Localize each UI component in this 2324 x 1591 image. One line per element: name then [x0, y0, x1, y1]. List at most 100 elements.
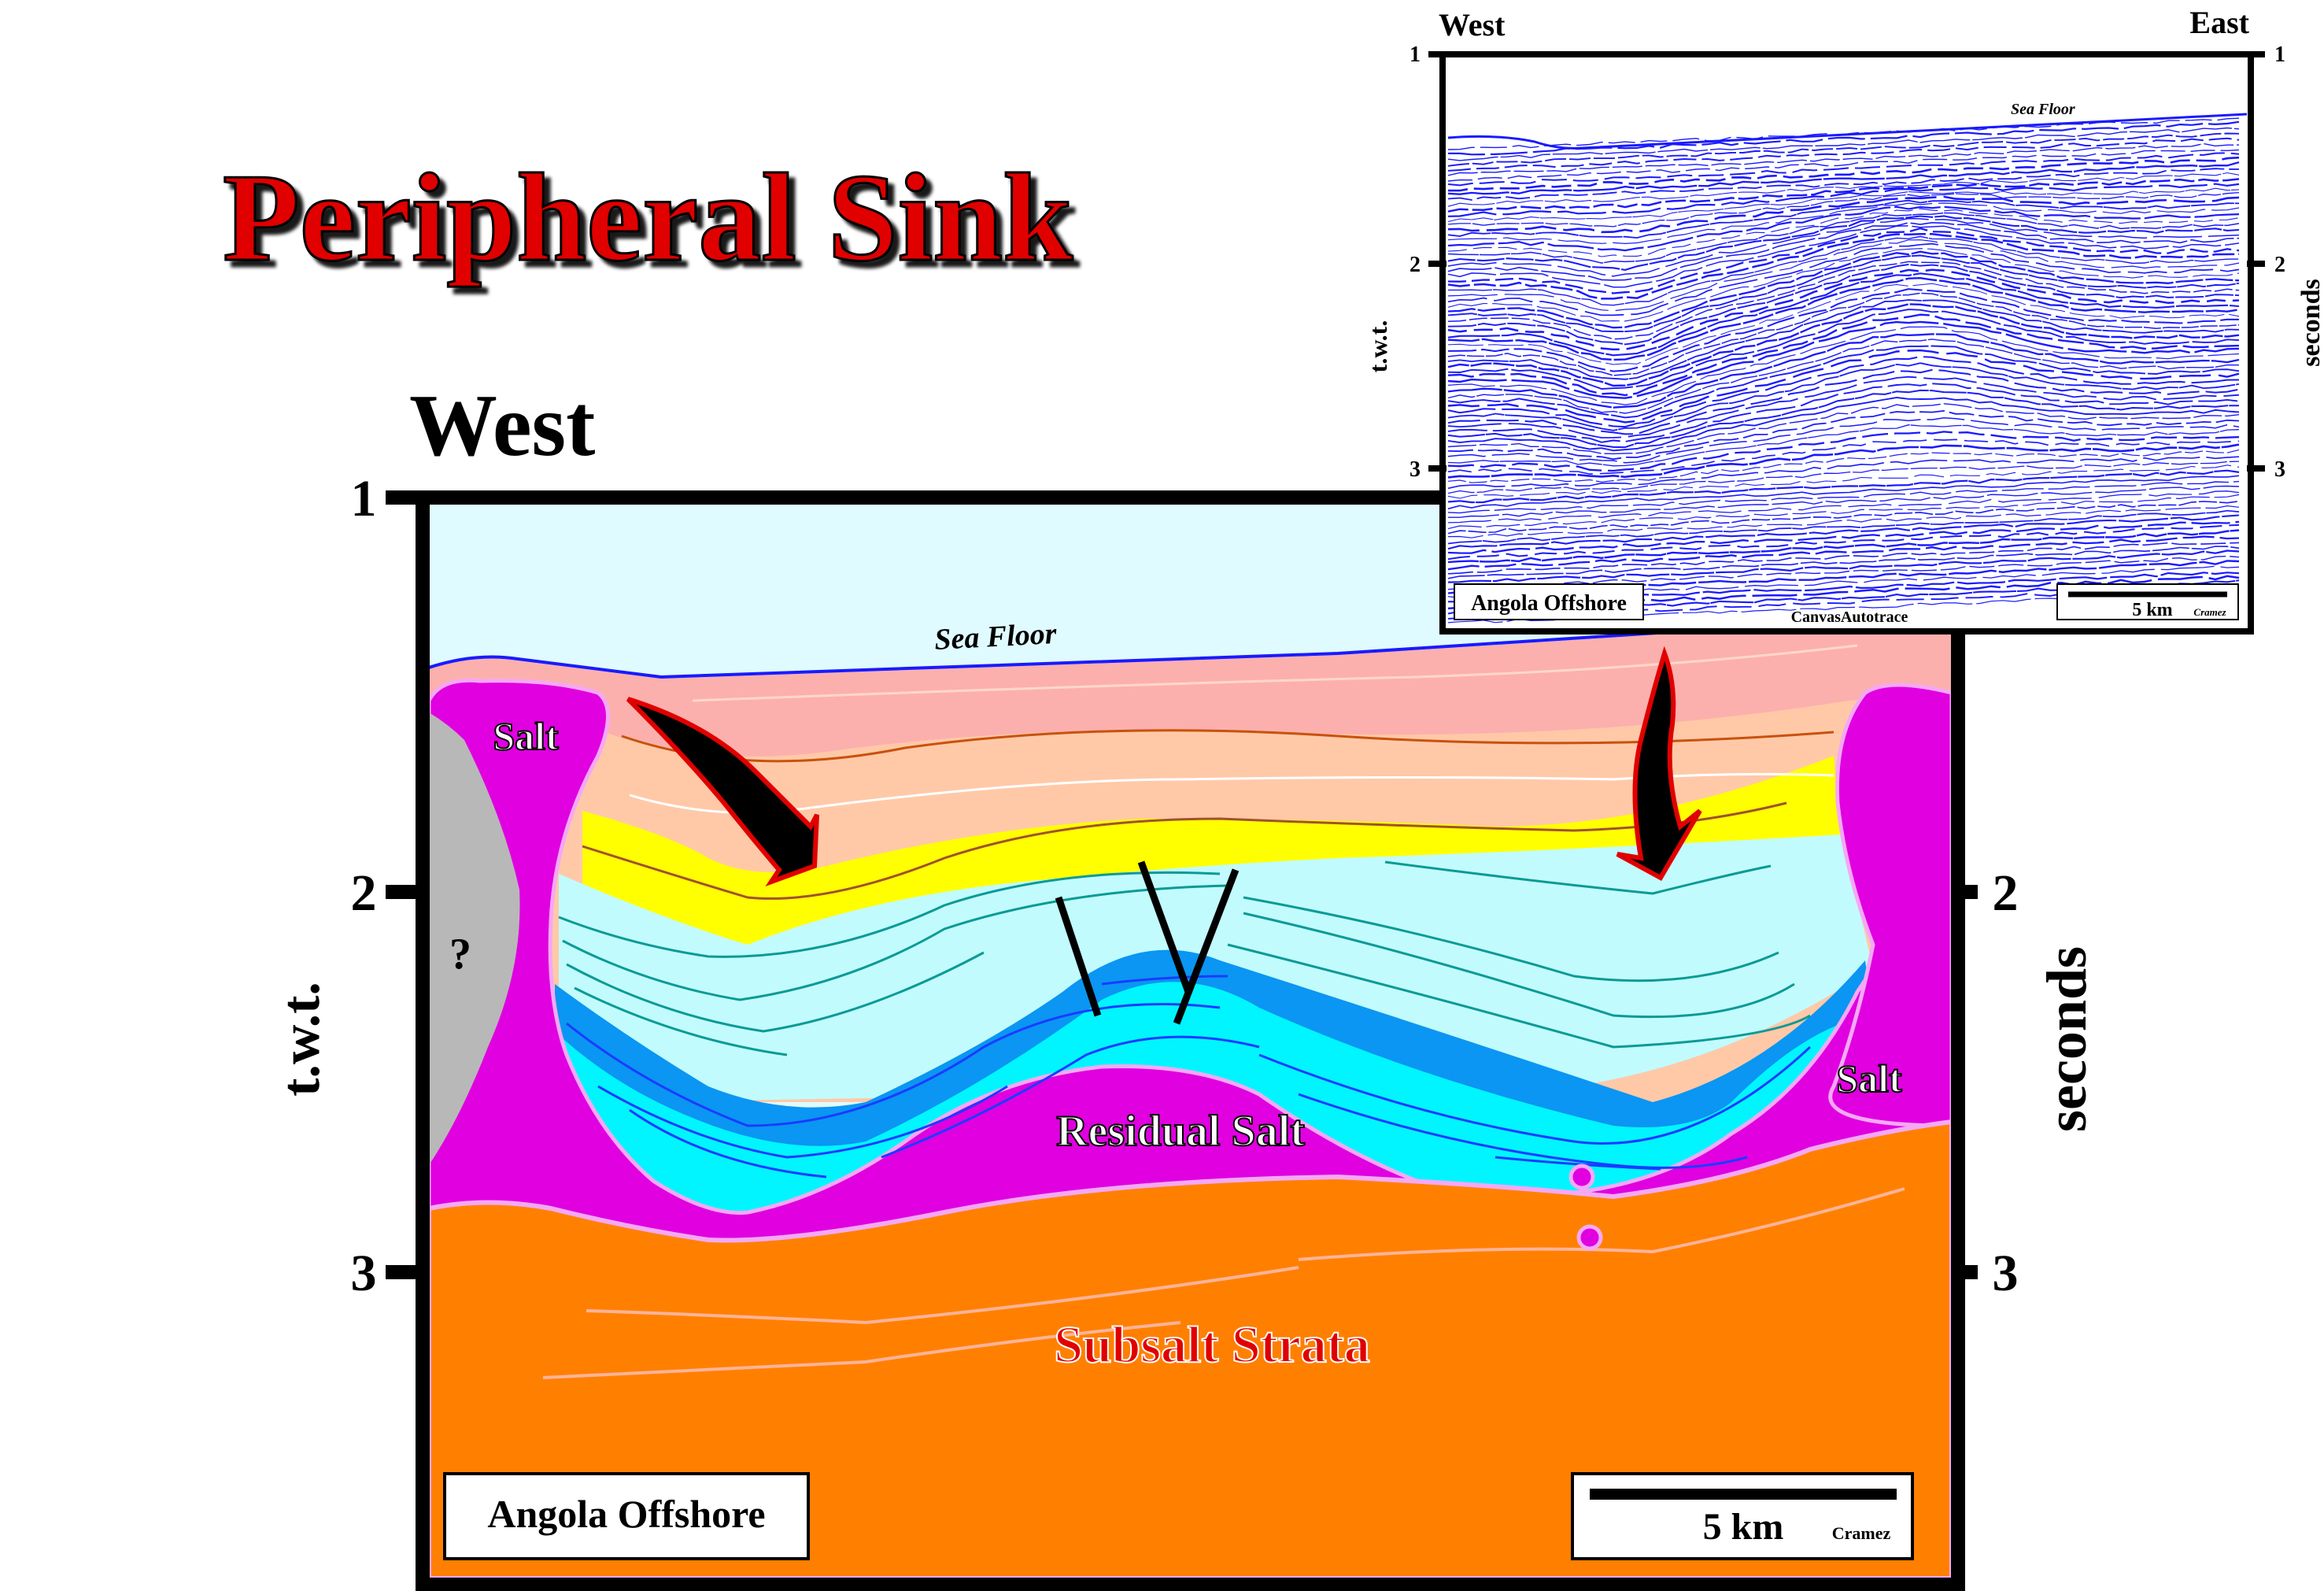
salt-left-label: Salt [493, 714, 559, 758]
seismic-reflector [1447, 339, 2240, 414]
inset-tick-left-1: 1 [1410, 43, 1421, 67]
seismic-reflector [1447, 288, 2240, 372]
main-location-box: Angola Offshore [443, 1472, 810, 1560]
seismic-reflector [1447, 195, 2240, 234]
seismic-reflector [1447, 475, 2240, 510]
seismic-reflector [1447, 397, 2240, 452]
flow-arrow-left [626, 697, 819, 886]
seismic-reflector [1447, 299, 2240, 380]
salt-dot-lower [1576, 1224, 1603, 1251]
seismic-reflector [1447, 514, 2240, 550]
seismic-reflector [1447, 349, 2240, 424]
fault-lines [1055, 860, 1240, 1025]
seismic-reflector [1447, 232, 2240, 300]
seismic-reflector [1447, 409, 2240, 461]
lower-strata-lines [566, 975, 1812, 1178]
main-axis-right-label: seconds [2035, 946, 2098, 1132]
salt-diapir-right [1828, 683, 1952, 1128]
main-tick-right-3: 3 [1993, 1245, 2019, 1302]
main-left-axis: 1 2 3 t.w.t. [271, 470, 429, 1302]
inset-direction-west: West [1439, 7, 1506, 43]
seismic-reflector [1447, 333, 2240, 409]
inset-axis-left-label: t.w.t. [1364, 320, 1392, 373]
seismic-reflector [1447, 443, 2240, 479]
main-scale-author: Cramez [1832, 1523, 1891, 1543]
inset-scale-author: Cramez [2193, 606, 2226, 618]
flow-arrow-right [1616, 646, 1702, 882]
seismic-reflector [1447, 149, 2240, 182]
main-location-label: Angola Offshore [487, 1492, 765, 1536]
seismic-reflector [1447, 549, 2240, 583]
seismic-reflector [1447, 221, 2240, 281]
seismic-reflector [1447, 345, 2240, 419]
page-title: Peripheral Sink [223, 147, 1073, 287]
seismic-reflector [1447, 191, 2240, 228]
seismic-reflector [1447, 529, 2240, 564]
seismic-reflector [1447, 524, 2240, 561]
inset-location-box [1454, 583, 1644, 620]
main-cross-section: West [271, 377, 2098, 1591]
seismic-reflector [1447, 168, 2240, 201]
seismic-reflector [1447, 438, 2240, 475]
seismic-reflector [1447, 187, 2240, 223]
seismic-reflector [1447, 205, 2240, 252]
seismic-reflector [1447, 546, 2240, 579]
seismic-reflector [1447, 469, 2240, 504]
seismic-reflector [1447, 542, 2240, 575]
main-scale-bar: 5 km Cramez [1571, 1472, 1914, 1560]
seismic-reflector [1447, 178, 2240, 213]
seismic-reflector [1447, 202, 2240, 245]
seismic-reflector [1447, 368, 2240, 435]
seismic-reflector [1447, 248, 2240, 322]
seismic-reflector [1447, 356, 2240, 428]
seismic-reflector [1447, 127, 2240, 161]
seismic-reflector [1448, 235, 2240, 306]
seismic-reflector [1447, 239, 2240, 312]
salt-right-label: Salt [1836, 1056, 1902, 1101]
seismic-reflector [1447, 449, 2240, 483]
seismic-reflector [1447, 137, 2240, 172]
seismic-reflector [1447, 456, 2240, 490]
sea-floor-line [429, 612, 1952, 679]
main-axis-left-label: t.w.t. [271, 982, 331, 1097]
middle-strata-lines [558, 860, 1811, 1056]
seismic-reflector [1447, 416, 2240, 464]
inset-direction-east: East [2189, 5, 2249, 40]
seismic-reflector [1447, 389, 2239, 449]
unknown-grey-wedge [429, 712, 520, 1165]
seismic-reflector [1447, 535, 2240, 571]
inset-frame [1439, 51, 2254, 635]
seismic-reflector [1447, 225, 2240, 288]
seismic-reflector [1447, 480, 2240, 514]
seismic-reflector [1447, 509, 2240, 545]
inset-tick-right-1: 1 [2274, 43, 2285, 67]
main-right-axis: 2 3 seconds [1952, 864, 2098, 1302]
inset-tick-right-3: 3 [2274, 457, 2285, 482]
subsalt-strata-lines [542, 1187, 1905, 1379]
inset-sea-floor-label: Sea Floor [2011, 101, 2075, 118]
seismic-reflector [1447, 132, 2240, 167]
inset-tick-left-2: 2 [1410, 253, 1421, 277]
seismic-reflector [1447, 250, 2240, 329]
seismic-reflector [1447, 268, 2240, 351]
seismic-reflector [1447, 183, 2240, 217]
seismic-reflector [1447, 555, 2240, 590]
subsalt-strata-label: Subsalt Strata [1054, 1316, 1370, 1374]
main-tick-left-3: 3 [351, 1245, 377, 1302]
seismic-reflector [1447, 254, 2240, 333]
seismic-reflector [1447, 313, 2240, 397]
seismic-reflector [1447, 431, 2240, 472]
inset-seismic-panel: West East Sea Floor 1 2 3 1 2 3 t.w.t. s… [1364, 5, 2324, 635]
seismic-reflector [1448, 485, 2240, 518]
seismic-reflector [1447, 326, 2240, 405]
main-direction-west: West [409, 377, 595, 475]
inset-sea-floor [1447, 113, 2247, 150]
unknown-label: ? [449, 930, 471, 979]
seismic-reflector [1447, 490, 2240, 524]
sea-floor-label: Sea Floor [933, 617, 1058, 657]
seismic-reflector [1447, 215, 2240, 271]
seismic-reflector [1447, 303, 2240, 387]
inset-tick-left-3: 3 [1410, 457, 1421, 482]
seismic-reflector [1447, 424, 2240, 467]
